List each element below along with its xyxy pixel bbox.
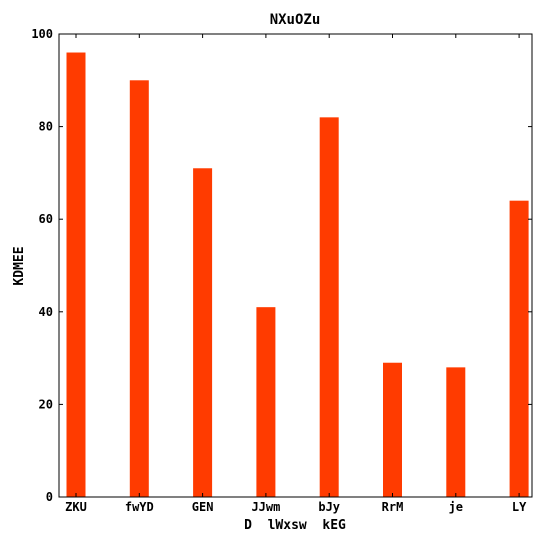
x-tick-label: fwYD (125, 500, 154, 514)
x-tick-label: bJy (318, 500, 340, 514)
x-axis-label: D lWxsw kEG (244, 518, 346, 533)
y-tick-label: 80 (39, 120, 53, 134)
bar-jjwm (256, 307, 276, 497)
y-axis-label: KDMEE (12, 246, 27, 285)
plot-frame (58, 33, 533, 498)
bar-je (446, 367, 466, 497)
x-tick-label: JJwm (251, 500, 280, 514)
x-tick-label: je (449, 500, 463, 514)
y-tick-label: 0 (46, 490, 53, 504)
y-tick-label: 100 (31, 27, 53, 41)
y-tick-label: 20 (39, 397, 53, 411)
bars-group (66, 52, 529, 498)
x-tick-label: LY (512, 500, 527, 514)
bar-gen (193, 168, 213, 497)
x-tick-label: ZKU (65, 500, 87, 514)
bar-ly (509, 200, 529, 497)
bar-fwyd (129, 80, 149, 498)
ticks-group: ZKU fwYD GEN JJwm bJy RrM je LY 0 20 40 60 80 100 (31, 27, 532, 514)
chart-title: NXuOZu (270, 12, 321, 28)
y-tick-label: 60 (39, 212, 53, 226)
x-tick-label: RrM (382, 500, 404, 514)
bar-bjy (319, 117, 339, 497)
x-tick-label: GEN (192, 500, 214, 514)
y-tick-label: 40 (39, 305, 53, 319)
bar-rrm (383, 362, 402, 497)
bar-zku (66, 52, 86, 498)
